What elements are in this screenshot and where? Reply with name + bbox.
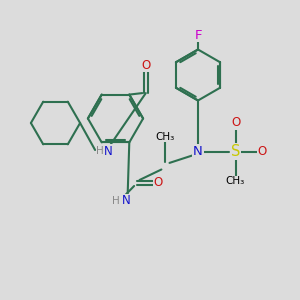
Text: O: O — [141, 59, 150, 72]
Text: O: O — [154, 176, 163, 190]
Text: N: N — [193, 145, 203, 158]
Text: H: H — [112, 196, 119, 206]
Text: O: O — [231, 116, 240, 130]
Text: H: H — [96, 146, 104, 157]
Text: N: N — [122, 194, 130, 208]
Text: O: O — [258, 145, 267, 158]
Text: CH₃: CH₃ — [226, 176, 245, 187]
Text: CH₃: CH₃ — [155, 131, 175, 142]
Text: N: N — [103, 145, 112, 158]
Text: S: S — [231, 144, 240, 159]
Text: F: F — [194, 28, 202, 42]
